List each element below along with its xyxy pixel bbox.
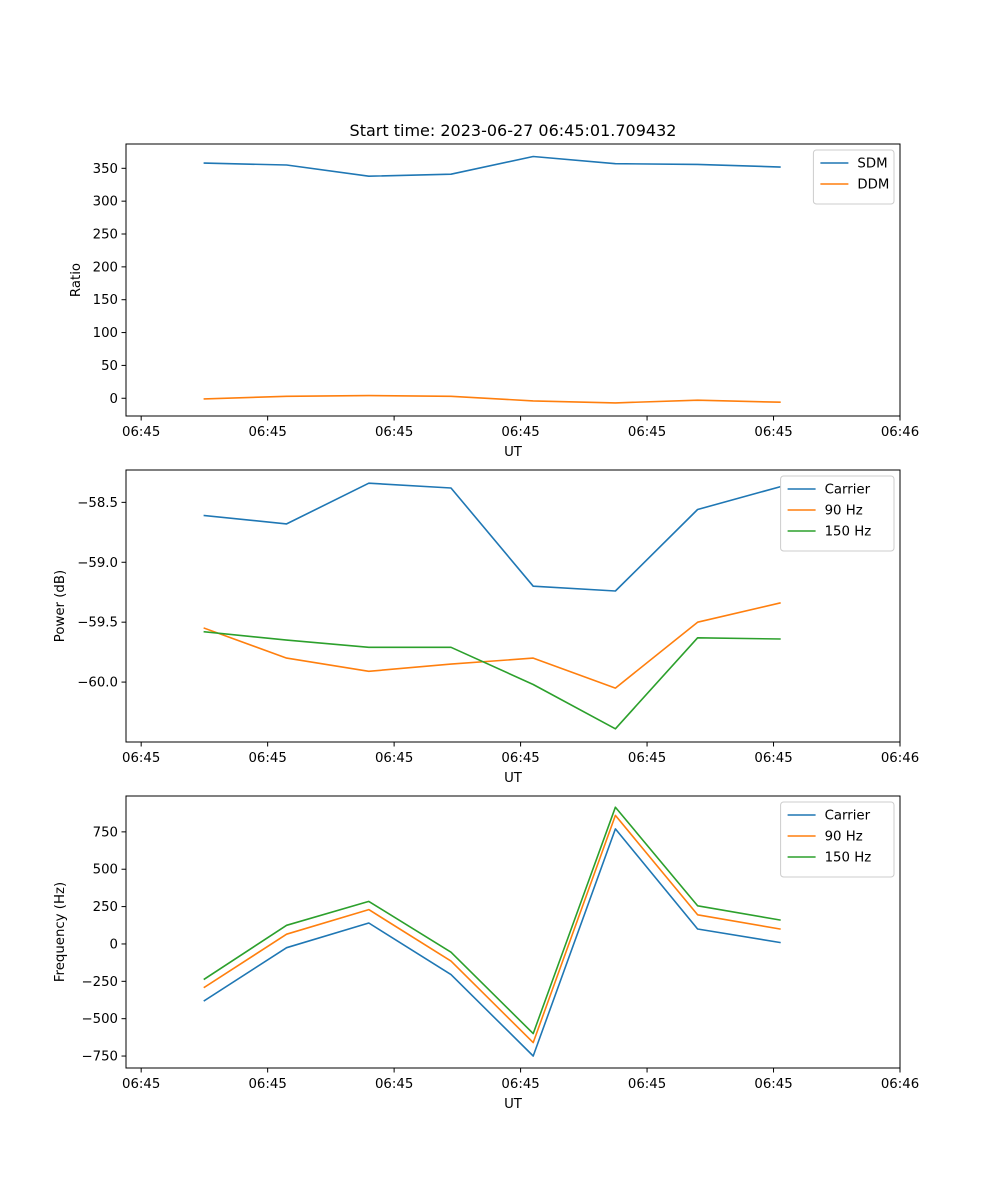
legend-label: 150 Hz xyxy=(825,525,872,540)
legend-label: 90 Hz xyxy=(825,504,863,519)
series-line-150-hz xyxy=(203,630,781,730)
chart-title: Start time: 2023-06-27 06:45:01.709432 xyxy=(350,121,677,140)
y-tick-label: −59.0 xyxy=(77,556,118,571)
plot-frame xyxy=(125,469,901,743)
series-line-90-hz xyxy=(203,814,781,1044)
plot-frame xyxy=(125,143,901,417)
plot-frame xyxy=(125,795,901,1069)
series-line-sdm xyxy=(203,155,781,177)
y-tick-label: 0 xyxy=(110,937,118,952)
x-tick-label: 06:45 xyxy=(122,425,160,440)
y-tick-label: 350 xyxy=(93,162,118,177)
x-axis-label: UT xyxy=(504,771,523,786)
y-tick-label: 150 xyxy=(93,293,118,308)
y-tick-label: −750 xyxy=(81,1050,118,1065)
y-tick-label: 50 xyxy=(101,359,118,374)
y-tick-label: 500 xyxy=(93,863,118,878)
x-tick-label: 06:45 xyxy=(375,1077,413,1092)
y-tick-label: −59.5 xyxy=(77,616,118,631)
x-tick-label: 06:45 xyxy=(375,751,413,766)
series-line-carrier xyxy=(203,828,781,1057)
x-tick-label: 06:45 xyxy=(501,1077,539,1092)
x-axis-label: UT xyxy=(504,1097,523,1112)
x-tick-label: 06:46 xyxy=(881,1077,919,1092)
panel-1: 06:45 06:45 06:45 06:45 06:45 06:45 06:46 0 50 10… xyxy=(69,143,919,460)
x-tick-label: 06:45 xyxy=(628,1077,666,1092)
legend: Carrier 90 Hz 150 Hz xyxy=(780,801,895,878)
legend-label: SDM xyxy=(857,157,887,172)
x-tick-label: 06:45 xyxy=(375,425,413,440)
series-line-ddm xyxy=(203,394,781,404)
x-tick-label: 06:45 xyxy=(248,1077,286,1092)
panel-2: 06:45 06:45 06:45 06:45 06:45 06:45 06:46 −58.5… xyxy=(53,469,919,786)
legend-label: 90 Hz xyxy=(825,830,863,845)
y-tick-label: 300 xyxy=(93,195,118,210)
y-tick-label: 750 xyxy=(93,825,118,840)
legend: Carrier 90 Hz 150 Hz xyxy=(780,475,895,552)
panel-3: 06:45 06:45 06:45 06:45 06:45 06:45 06:46 −750 −… xyxy=(53,795,919,1112)
x-tick-label: 06:46 xyxy=(881,425,919,440)
y-axis-label: Ratio xyxy=(69,263,84,297)
y-tick-label: 200 xyxy=(93,260,118,275)
x-tick-label: 06:45 xyxy=(501,425,539,440)
y-tick-label: −500 xyxy=(81,1012,118,1027)
x-tick-label: 06:45 xyxy=(754,1077,792,1092)
legend-box xyxy=(780,475,895,552)
legend-label: Carrier xyxy=(825,809,871,824)
x-tick-label: 06:45 xyxy=(501,751,539,766)
series-line-carrier xyxy=(203,482,781,592)
y-tick-label: −60.0 xyxy=(77,676,118,691)
x-axis-label: UT xyxy=(504,445,523,460)
legend-box xyxy=(780,801,895,878)
x-tick-label: 06:45 xyxy=(248,751,286,766)
x-tick-label: 06:45 xyxy=(248,425,286,440)
y-axis-label: Power (dB) xyxy=(53,570,68,642)
legend: SDM DDM xyxy=(812,149,895,205)
legend-label: DDM xyxy=(857,178,889,193)
legend-label: Carrier xyxy=(825,483,871,498)
y-tick-label: 0 xyxy=(110,392,118,407)
y-tick-label: −250 xyxy=(81,975,118,990)
x-tick-label: 06:45 xyxy=(754,425,792,440)
y-tick-label: −58.5 xyxy=(77,496,118,511)
y-tick-label: 250 xyxy=(93,900,118,915)
x-tick-label: 06:45 xyxy=(754,751,792,766)
y-axis-label: Frequency (Hz) xyxy=(53,882,68,982)
y-tick-label: 100 xyxy=(93,326,118,341)
x-tick-label: 06:46 xyxy=(881,751,919,766)
series-line-150-hz xyxy=(203,806,781,1035)
x-tick-label: 06:45 xyxy=(122,1077,160,1092)
x-tick-label: 06:45 xyxy=(628,751,666,766)
x-tick-label: 06:45 xyxy=(122,751,160,766)
y-tick-label: 250 xyxy=(93,228,118,243)
series-line-90-hz xyxy=(203,602,781,689)
x-tick-label: 06:45 xyxy=(628,425,666,440)
legend-label: 150 Hz xyxy=(825,851,872,866)
